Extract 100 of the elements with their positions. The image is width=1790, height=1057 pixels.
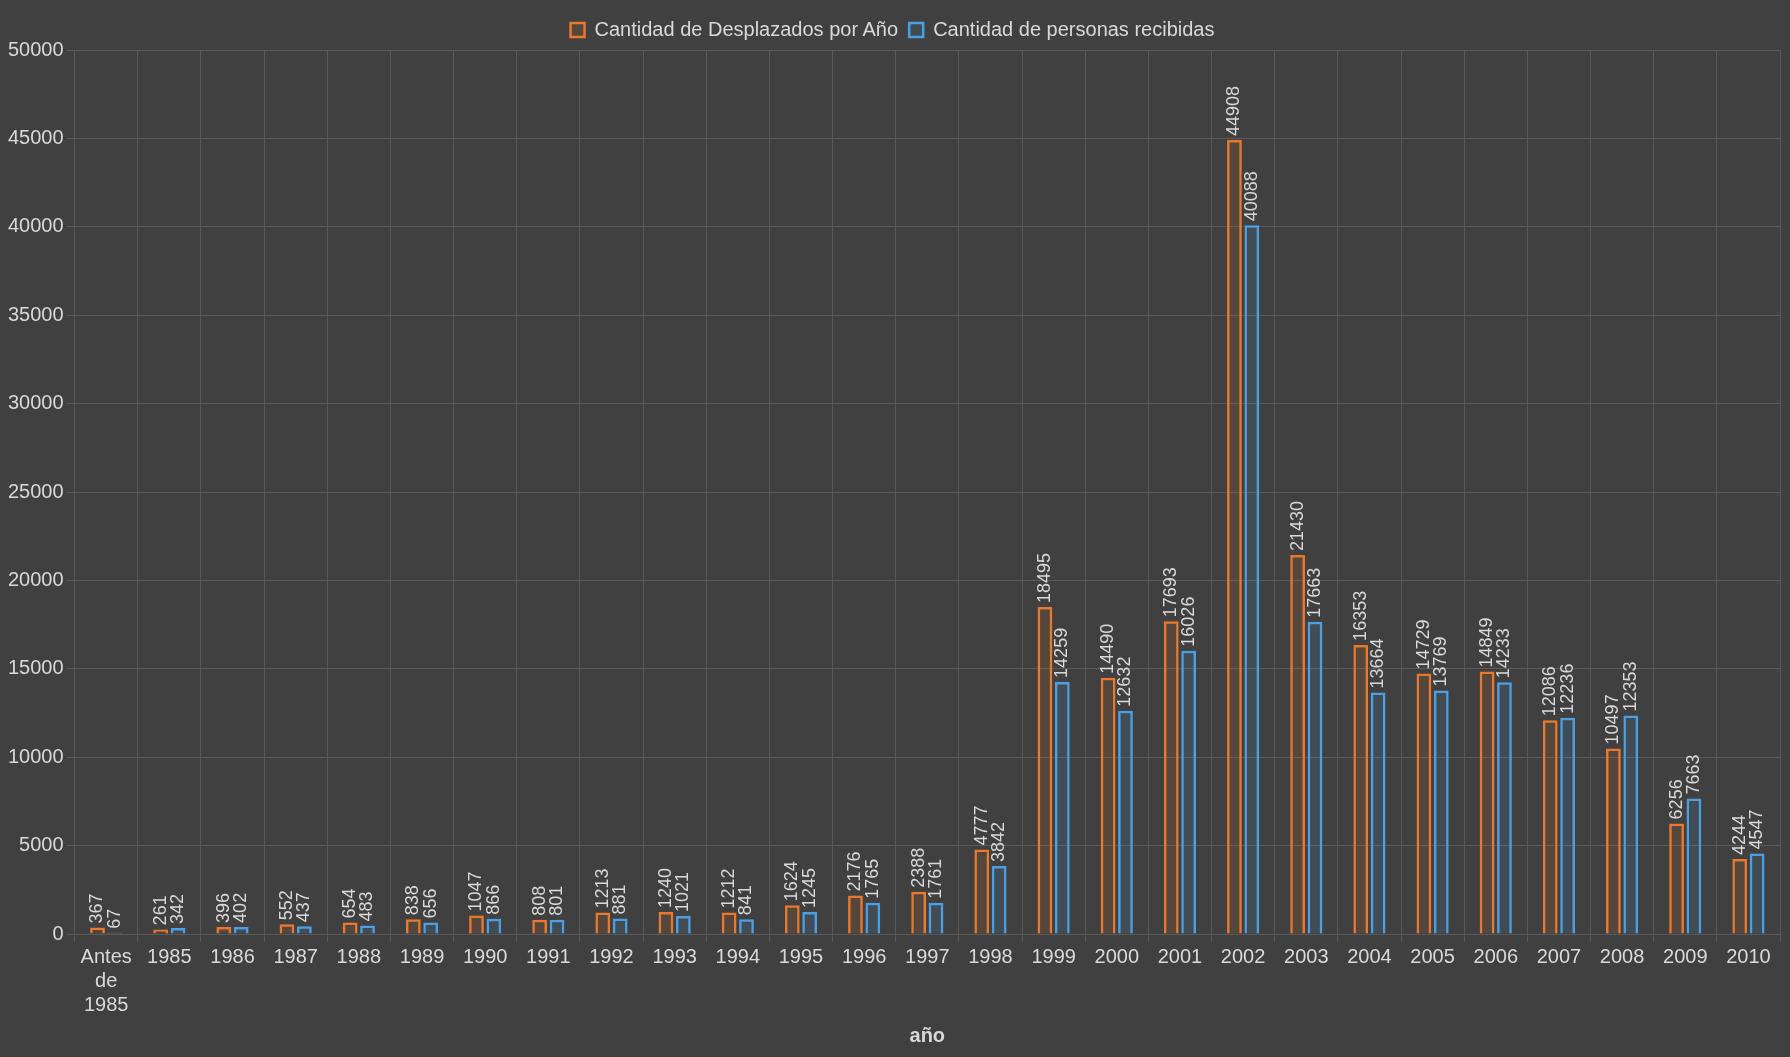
x-tick-label: Antes de 1985 [80, 944, 132, 1015]
x-tick-label: 2005 [1410, 944, 1455, 967]
data-label: 1021 [672, 871, 693, 912]
bar [1118, 710, 1133, 934]
x-tick-label: 2000 [1094, 944, 1140, 967]
data-label: 881 [609, 884, 630, 915]
bar [1290, 555, 1305, 934]
y-tick-label: 50000 [7, 37, 64, 60]
bar [802, 911, 818, 934]
bar [991, 866, 1007, 934]
bar [1353, 644, 1369, 934]
data-label: 4547 [1746, 809, 1767, 850]
bar [1669, 823, 1684, 934]
bar [1433, 690, 1449, 934]
bar [1227, 140, 1242, 934]
data-label: 396 [212, 892, 233, 923]
x-tick-label: 2009 [1663, 944, 1708, 967]
data-label: 13769 [1430, 636, 1451, 687]
data-label: 1213 [591, 868, 612, 909]
data-label: 437 [293, 892, 314, 923]
x-tick-label: 1988 [336, 944, 382, 967]
bar [1037, 607, 1053, 934]
bar [1542, 720, 1558, 934]
y-tick-label: 20000 [7, 567, 64, 590]
bar [1749, 853, 1765, 934]
bar [233, 926, 249, 934]
x-tick-label: 1991 [526, 944, 571, 967]
bar [1244, 225, 1260, 934]
x-tick-label: 2006 [1473, 944, 1519, 967]
y-tick-label: 5000 [19, 833, 64, 856]
y-tick-label: 45000 [7, 125, 64, 148]
x-tick-label: 1998 [968, 944, 1013, 967]
y-tick-label: 35000 [7, 302, 64, 325]
bar [1307, 621, 1323, 934]
x-tick-label: 1986 [210, 944, 255, 967]
x-tick-label: 1994 [715, 944, 761, 967]
bar [848, 895, 863, 934]
legend-label: Cantidad de Desplazados por Año [594, 17, 899, 40]
data-label: 13664 [1367, 638, 1388, 689]
data-label: 261 [149, 895, 170, 926]
data-label: 40088 [1240, 171, 1261, 222]
bar [911, 891, 927, 934]
data-label: 342 [167, 893, 188, 924]
bar [1479, 671, 1495, 934]
bar [721, 912, 737, 934]
data-label: 17663 [1303, 567, 1324, 618]
bar [1686, 798, 1702, 934]
data-label: 4777 [970, 805, 991, 846]
data-label: 16353 [1349, 590, 1370, 641]
y-tick-label: 25000 [7, 479, 64, 502]
data-label: 402 [230, 892, 251, 923]
legend-label: Cantidad de personas recibidas [933, 17, 1215, 40]
y-tick-label: 40000 [7, 214, 64, 237]
x-tick-label: 1985 [147, 944, 192, 967]
x-tick-label: 1989 [399, 944, 445, 967]
bar [1181, 650, 1197, 934]
x-tick-label: 1995 [778, 944, 824, 967]
data-label: 18495 [1033, 552, 1054, 604]
x-tick-label: 1992 [589, 944, 634, 967]
bar [1560, 717, 1575, 934]
y-tick-label: 15000 [7, 656, 64, 679]
bar [1054, 681, 1070, 934]
data-label: 552 [275, 890, 296, 921]
bar [1163, 621, 1179, 934]
data-label: 3842 [988, 822, 1009, 863]
x-tick-label: 1999 [1031, 944, 1076, 967]
x-tick-label: 1990 [462, 944, 508, 967]
bar [1370, 692, 1386, 934]
y-tick-label: 10000 [7, 744, 64, 767]
data-label: 44908 [1223, 85, 1244, 137]
bar [974, 849, 990, 934]
bar [153, 929, 169, 934]
bar [1732, 858, 1748, 934]
bar [784, 905, 800, 934]
bar [1497, 682, 1512, 934]
x-tick-label: 2003 [1284, 944, 1329, 967]
x-tick-label: 2010 [1726, 944, 1771, 967]
x-tick-label: 2004 [1347, 944, 1392, 967]
bar [216, 927, 232, 934]
x-tick-label: 1997 [905, 944, 950, 967]
x-tick-label: 2008 [1599, 944, 1645, 967]
x-tick-label: 1993 [652, 944, 697, 967]
data-label: 14729 [1412, 619, 1433, 670]
x-tick-label: 1996 [841, 944, 887, 967]
bar [170, 927, 186, 934]
bar [658, 912, 674, 934]
data-label: 1240 [654, 868, 675, 909]
bar [928, 902, 944, 934]
x-axis-title: año [909, 1023, 946, 1046]
x-tick-label: 2002 [1220, 944, 1266, 967]
bar [595, 912, 611, 934]
x-tick-label: 1987 [273, 944, 318, 967]
data-label: 14259 [1051, 627, 1072, 678]
bar [865, 902, 881, 934]
bar [1606, 748, 1621, 934]
bar [1100, 677, 1116, 934]
bar [1623, 715, 1639, 934]
data-label: 21430 [1286, 501, 1307, 552]
x-tick-label: 2007 [1536, 944, 1582, 967]
y-tick-label: 0 [52, 921, 64, 944]
